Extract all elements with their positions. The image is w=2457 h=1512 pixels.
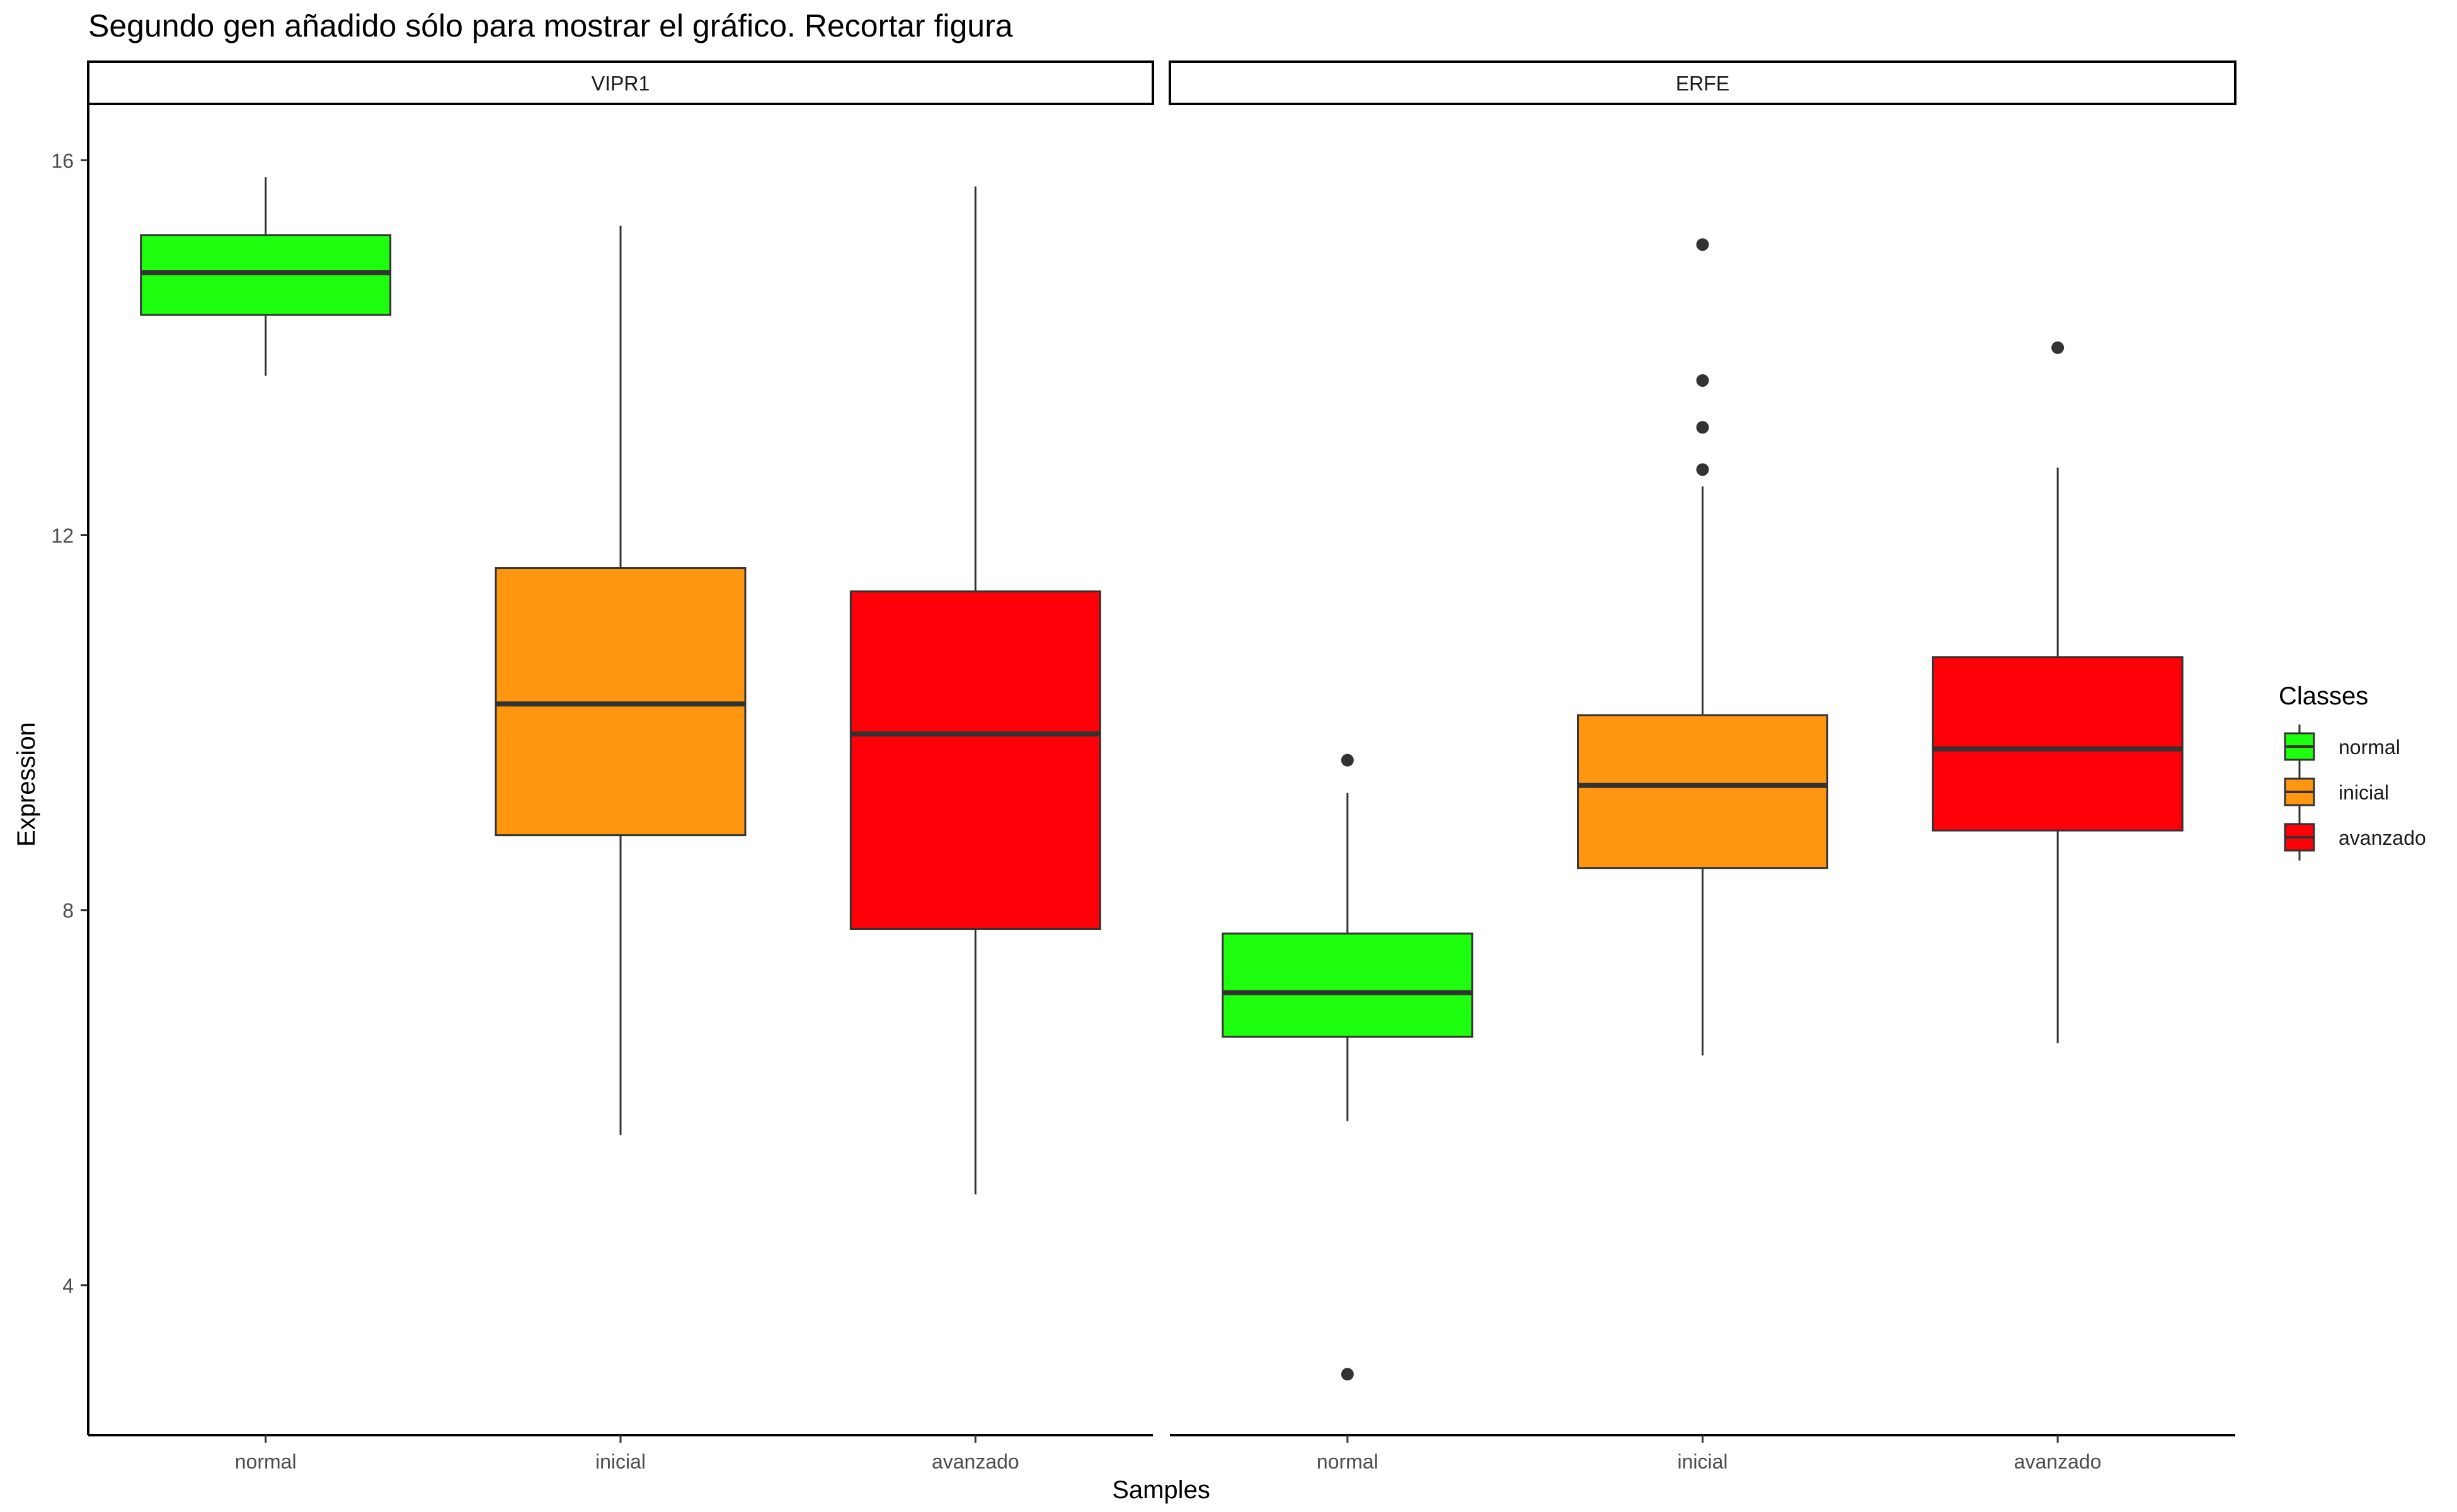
box-normal [1222,753,1474,1381]
outlier-point [1341,1368,1354,1381]
legend-item-label: inicial [2339,781,2389,804]
facet-strip [1169,60,2236,105]
legend-item-label: normal [2339,736,2400,759]
x-tick-label: avanzado [2014,1450,2102,1473]
x-tick-label: inicial [595,1450,646,1473]
y-tick-label: 4 [62,1274,74,1297]
x-tick-label: avanzado [932,1450,1019,1473]
y-axis-label: Expression [13,722,40,847]
legend-item-label: avanzado [2339,827,2426,849]
facet-strip-label: ERFE [1676,72,1729,95]
y-tick-label: 16 [51,149,74,172]
outlier-point [1696,238,1709,251]
outlier-point [1341,753,1354,767]
outlier-point [1696,463,1709,476]
box-body [1932,656,2184,832]
panel-vipr1: VIPR1 normal inicial avanzado [87,60,1154,1473]
outlier-point [2051,341,2065,354]
box-body [849,590,1101,930]
box-normal [140,177,392,376]
facet-strip [87,60,1154,105]
box-body [1222,932,1474,1038]
box-inicial [495,226,747,1135]
outlier-point [1696,421,1709,434]
box-inicial [1577,238,1828,1056]
outlier-point [1696,374,1709,387]
facet-strip-label: VIPR1 [592,72,650,95]
legend-title: Classes [2279,682,2368,710]
x-tick-label: normal [1317,1450,1378,1473]
y-tick-label: 12 [51,524,74,547]
x-tick-label: normal [235,1450,297,1473]
x-axis-label: Samples [1112,1476,1210,1504]
box-avanzado [1932,341,2184,1044]
legend: Classes normal inicial avanzado [2279,682,2426,861]
box-avanzado [849,186,1101,1194]
panels: VIPR1 normal inicial avanzado ERFE normal inic… [87,60,2236,1473]
y-axis: 4 8 12 16 [51,149,88,1297]
chart-title: Segundo gen añadido sólo para mostrar el… [88,8,1013,43]
panel-erfe: ERFE normal inicial avanzado [1169,60,2236,1473]
y-tick-label: 8 [62,900,74,922]
x-tick-label: inicial [1677,1450,1727,1473]
box-body [1577,714,1828,869]
